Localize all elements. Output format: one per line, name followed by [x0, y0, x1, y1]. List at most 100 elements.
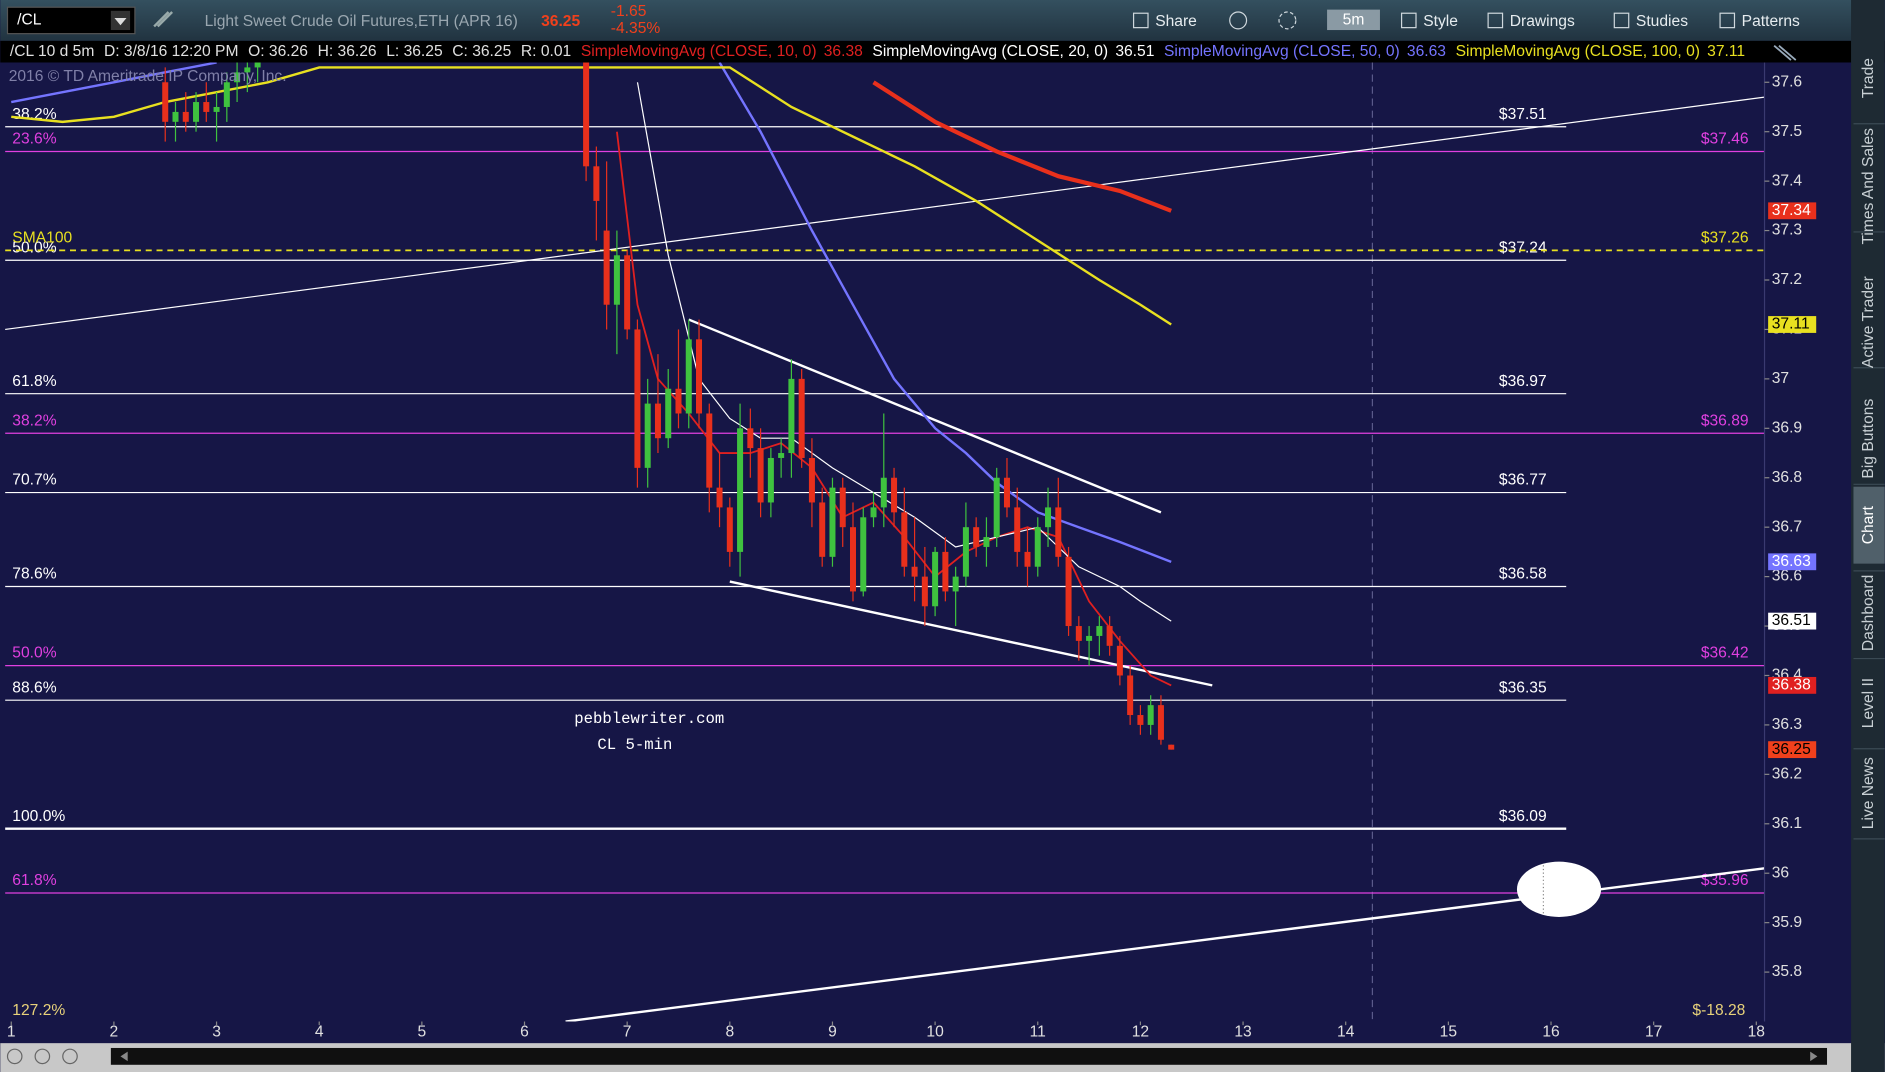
candle-body	[696, 339, 703, 414]
sidebar-tab[interactable]: Active Trader	[1860, 276, 1877, 368]
zoom-button[interactable]	[6, 1048, 23, 1065]
candle-body	[1014, 507, 1021, 552]
sidebar-tab[interactable]: Times And Sales	[1860, 128, 1877, 245]
moving-average	[11, 66, 1172, 326]
symbol: /CL	[17, 12, 42, 29]
fib-pct: 38.2%	[12, 412, 56, 429]
candle-body	[593, 166, 600, 201]
y-tick-label: 36.3	[1772, 716, 1802, 733]
y-axis: 35.835.93636.136.236.336.436.536.636.736…	[1764, 73, 1817, 980]
change-pct: -4.35%	[611, 20, 661, 37]
fib-pct: 78.6%	[12, 566, 56, 583]
candle-body	[737, 428, 744, 552]
fib-price: $36.58	[1499, 566, 1547, 583]
candle-body	[203, 102, 210, 112]
x-tick-label: 1	[7, 1023, 16, 1040]
watermark: CL 5-min	[597, 736, 672, 754]
sma-name: SMA100	[12, 229, 72, 246]
button-icon	[1613, 12, 1630, 29]
active-tab[interactable]	[1853, 486, 1885, 564]
price-badge	[1768, 612, 1817, 630]
link-icon[interactable]	[153, 11, 174, 28]
button-label: Style	[1423, 13, 1458, 30]
candle-body	[182, 111, 189, 122]
candle-body	[644, 403, 651, 468]
candle-body	[634, 329, 641, 468]
y-tick-label: 35.8	[1772, 963, 1802, 980]
button-label: Share	[1155, 13, 1197, 30]
scrollbar[interactable]	[110, 1047, 1828, 1065]
candle-body	[726, 507, 733, 552]
candle-body	[675, 388, 682, 414]
candle-body	[839, 487, 846, 528]
dropdown-arrow	[114, 18, 127, 26]
sidebar-tab[interactable]: Trade	[1860, 58, 1877, 98]
button-icon	[1719, 12, 1736, 29]
x-tick-label: 17	[1645, 1023, 1662, 1040]
sidebar-tab[interactable]: Live News	[1860, 757, 1877, 829]
candle-body	[1096, 626, 1103, 636]
y-tick-label: 37.5	[1772, 123, 1803, 140]
price-badge-label: 36.25	[1772, 741, 1811, 758]
button-label: Studies	[1636, 13, 1688, 30]
candle-body	[942, 551, 949, 592]
candle-body	[234, 72, 241, 83]
info-item: H: 36.26	[318, 43, 377, 60]
moving-average	[11, 62, 1172, 563]
x-tick-label: 16	[1542, 1023, 1559, 1040]
candle-body	[603, 230, 610, 305]
candle-body	[870, 507, 877, 518]
collapse-icon[interactable]	[1773, 44, 1797, 61]
sidebar-tab[interactable]: Dashboard	[1860, 575, 1877, 651]
candle-body	[767, 457, 774, 503]
study-name: SimpleMovingAvg (CLOSE, 100, 0)	[1456, 43, 1700, 60]
price-badge	[1768, 741, 1817, 759]
time-axis	[0, 1021, 1852, 1044]
sidebar-tab[interactable]: Big Buttons	[1860, 399, 1877, 479]
study-value: 36.38	[824, 43, 863, 60]
sidebar-tab[interactable]: Chart	[1860, 505, 1877, 544]
zoom-in[interactable]	[34, 1048, 51, 1065]
x-tick-label: 5	[418, 1023, 427, 1040]
x-tick-label: 10	[926, 1023, 944, 1040]
candle-body	[1106, 626, 1113, 646]
description: Light Sweet Crude Oil Futures,ETH (APR 1…	[205, 13, 518, 30]
fib-price: $37.46	[1701, 131, 1749, 148]
candle-body	[1003, 477, 1010, 508]
candle-body	[891, 477, 898, 513]
candle-body	[983, 537, 990, 547]
candle-body	[172, 111, 179, 122]
study-value: 36.63	[1407, 43, 1446, 60]
x-tick-label: 8	[725, 1023, 734, 1040]
info-item: O: 36.26	[248, 43, 308, 60]
candle-body	[788, 378, 795, 454]
fib-pct: 70.7%	[12, 472, 56, 489]
candle-body	[613, 255, 620, 305]
candle-body	[901, 512, 908, 567]
lab-icon[interactable]	[1229, 11, 1248, 30]
timeframe: 5m	[1343, 12, 1365, 29]
candle-body	[952, 576, 959, 592]
y-tick-label: 36.9	[1772, 419, 1802, 436]
y-tick-label: 36	[1772, 864, 1789, 881]
fib-price: $36.77	[1499, 472, 1547, 489]
fib-price: $-18.28	[1692, 1002, 1745, 1019]
trendline	[5, 96, 1765, 331]
toolbar	[0, 0, 1885, 41]
candle-body	[932, 551, 939, 607]
settings-icon[interactable]	[1278, 11, 1297, 30]
timeframe-box[interactable]	[1327, 9, 1380, 31]
x-tick-label: 2	[110, 1023, 119, 1040]
zoom-out[interactable]	[62, 1048, 78, 1065]
fib-price: $35.96	[1701, 872, 1749, 889]
study-name: SimpleMovingAvg (CLOSE, 50, 0)	[1164, 43, 1400, 60]
y-tick-label: 36.8	[1772, 469, 1802, 486]
candle-body	[1055, 507, 1062, 557]
x-tick-label: 7	[623, 1023, 632, 1040]
y-tick-label: 37.6	[1772, 73, 1802, 90]
sidebar-tab[interactable]: Level II	[1860, 678, 1877, 728]
study-name: SimpleMovingAvg (CLOSE, 10, 0)	[581, 43, 817, 60]
y-tick-label: 35.9	[1772, 914, 1802, 931]
fib-pct: 50.0%	[12, 239, 56, 256]
